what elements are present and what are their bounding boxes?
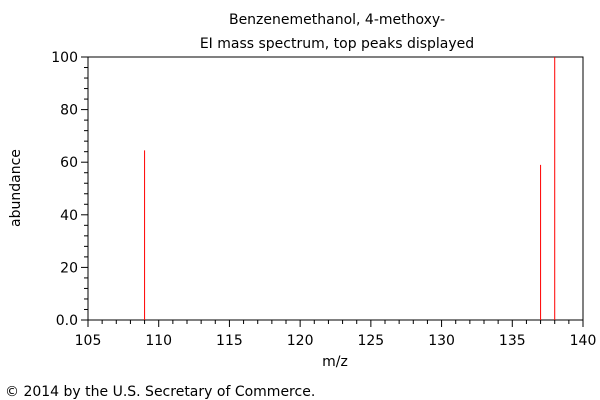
x-tick-label: 135 [499,333,526,349]
peaks [144,57,556,320]
plot-area: 105 110 115 120 125 130 135 140 0.0 20 40 60 80 100 [51,50,596,349]
y-axis-label: abundance [8,149,24,227]
chart-title: Benzenemethanol, 4-methoxy- [229,12,445,28]
chart-subtitle: EI mass spectrum, top peaks displayed [200,36,474,52]
x-tick-label: 120 [287,333,314,349]
y-tick-label: 60 [60,155,78,171]
y-tick-label: 40 [60,208,78,224]
copyright-notice: © 2014 by the U.S. Secretary of Commerce… [5,384,315,400]
axis-ticks: 105 110 115 120 125 130 135 140 0.0 20 40 60 80 100 [51,50,596,349]
y-tick-label: 100 [51,50,78,66]
x-tick-label: 115 [216,333,243,349]
y-tick-label: 20 [60,260,78,276]
x-tick-label: 125 [357,333,384,349]
plot-frame [87,56,584,321]
x-tick-label: 110 [145,333,172,349]
y-tick-label: 0.0 [56,313,78,329]
x-tick-label: 130 [428,333,455,349]
x-axis-label: m/z [322,354,348,370]
x-tick-label: 140 [570,333,597,349]
x-tick-label: 105 [75,333,102,349]
y-tick-label: 80 [60,103,78,119]
